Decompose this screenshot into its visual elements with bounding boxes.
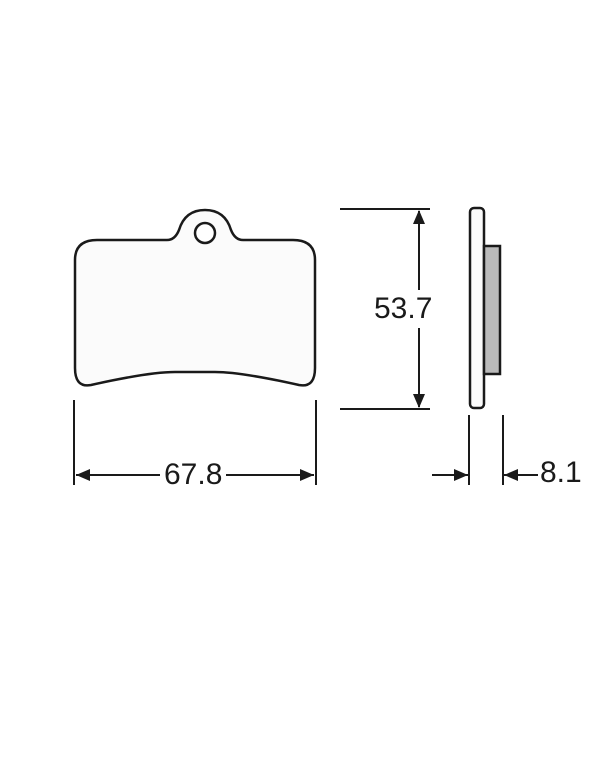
side-view [462, 202, 518, 422]
diagram-canvas: 53.7 67.8 8.1 [0, 0, 600, 770]
front-view [55, 200, 335, 430]
ext-line-w-right [315, 400, 317, 485]
arrow-w-left [76, 469, 90, 481]
arrow-h-down [413, 394, 425, 408]
ext-line-w-left [73, 400, 75, 485]
arrow-w-right [300, 469, 314, 481]
ext-line-h-bot [340, 408, 430, 410]
height-label: 53.7 [370, 290, 436, 328]
ext-line-t-left [468, 415, 470, 485]
width-label: 67.8 [160, 456, 226, 494]
arrow-t-right [504, 469, 518, 481]
thickness-label: 8.1 [540, 456, 582, 490]
arrow-t-left [454, 469, 468, 481]
arrow-h-up [413, 210, 425, 224]
